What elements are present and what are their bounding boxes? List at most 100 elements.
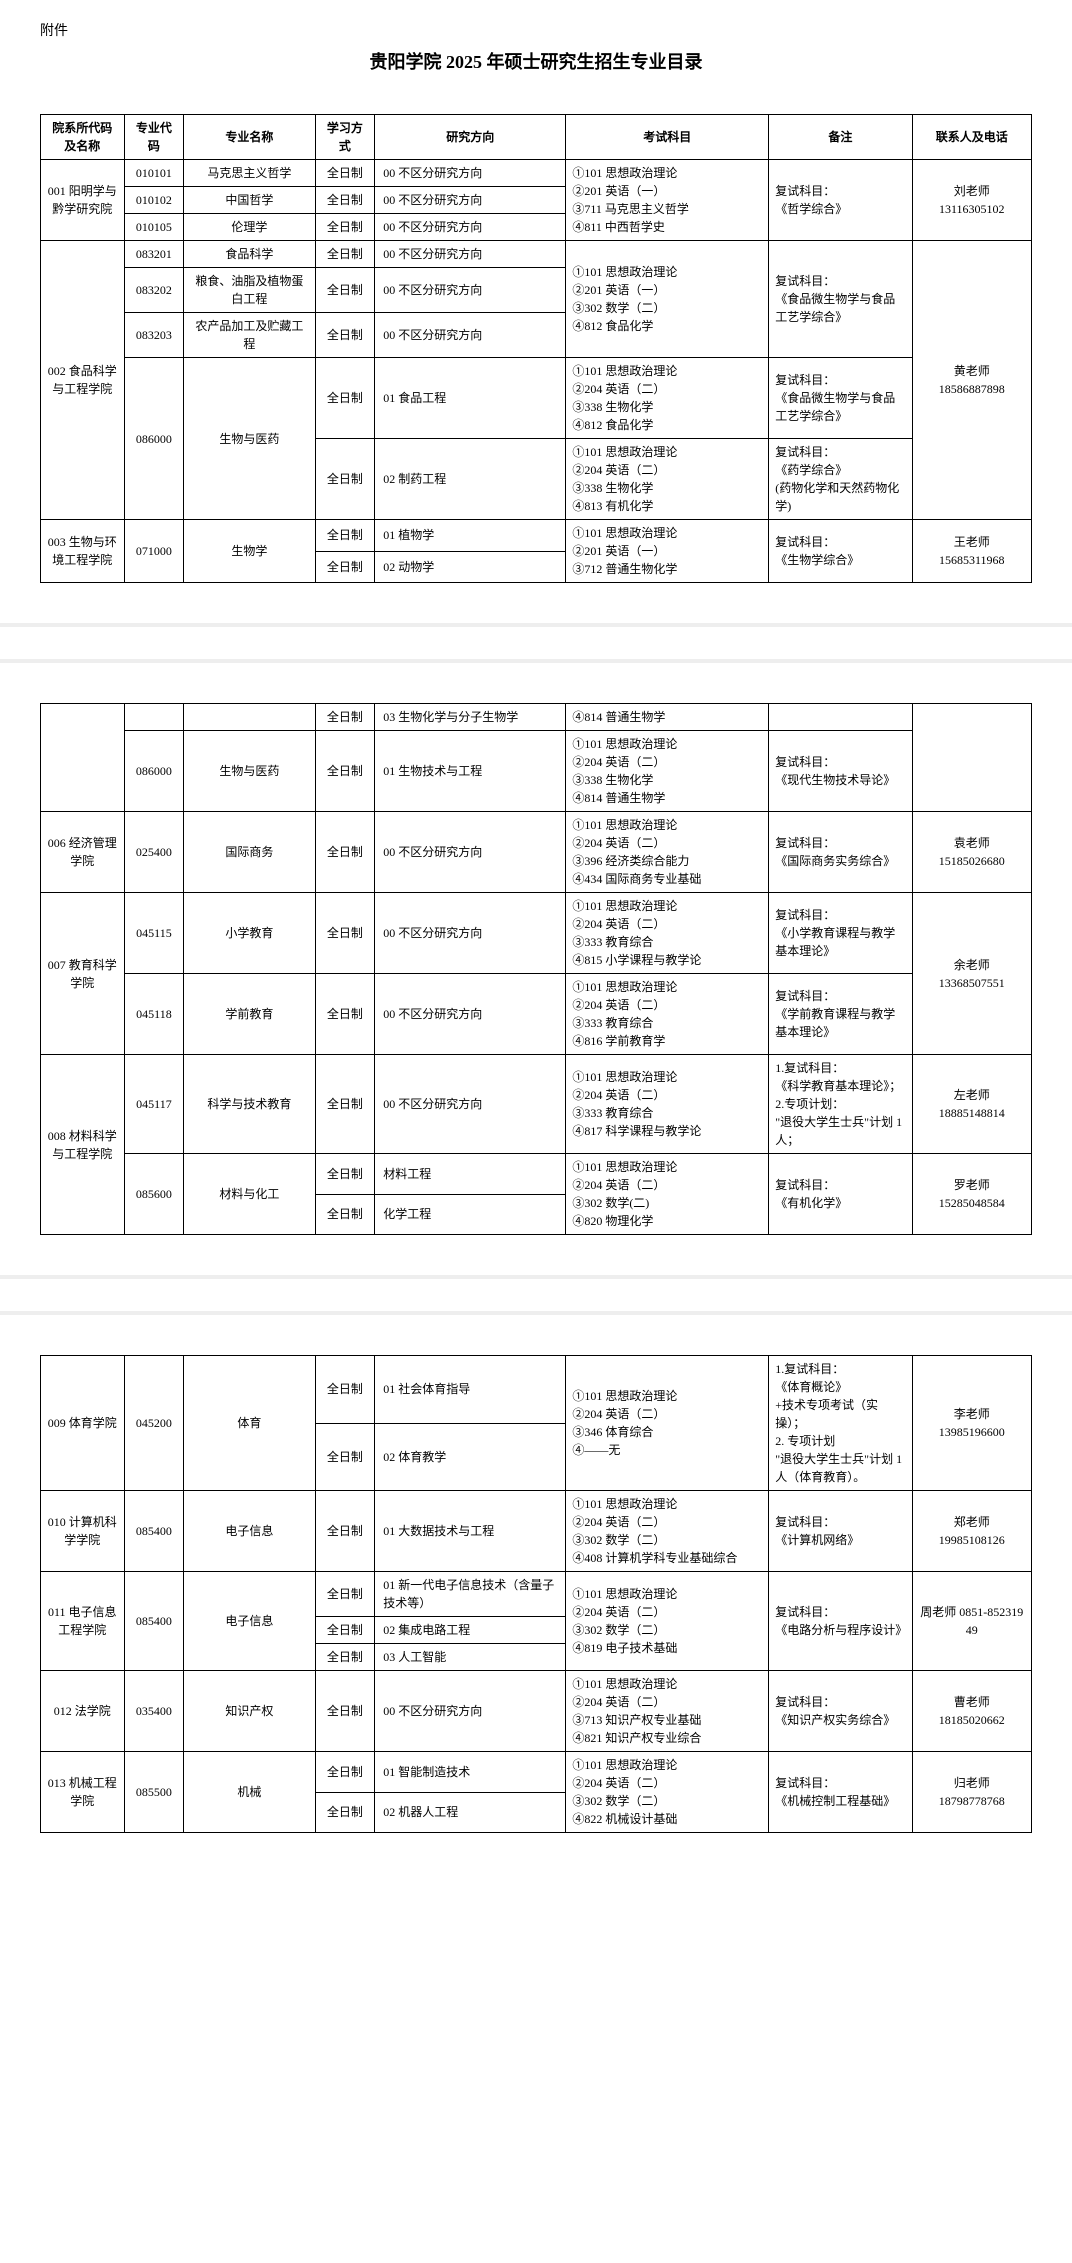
dir-cell: 00 不区分研究方向: [375, 812, 566, 893]
col-note: 备注: [769, 115, 912, 160]
contact-cell: 余老师13368507551: [912, 893, 1031, 1055]
major-cell: 体育: [184, 1356, 315, 1491]
dir-cell: 01 植物学: [375, 520, 566, 552]
mode-cell: 全日制: [315, 1194, 375, 1235]
page-break: [40, 1235, 1032, 1355]
dept-cell: 011 电子信息工程学院: [41, 1572, 125, 1671]
mode-cell: 全日制: [315, 704, 375, 731]
code-cell: 035400: [124, 1671, 184, 1752]
table-row: 003 生物与环境工程学院 071000 生物学 全日制 01 植物学 ①101…: [41, 520, 1032, 552]
major-cell: 学前教育: [184, 974, 315, 1055]
col-contact: 联系人及电话: [912, 115, 1031, 160]
col-major: 专业名称: [184, 115, 315, 160]
contact-cell: 曹老师18185020662: [912, 1671, 1031, 1752]
note-cell: 复试科目：《食品微生物学与食品工艺学综合》: [769, 358, 912, 439]
exam-cell: ①101 思想政治理论②204 英语（二）③346 体育综合④——无: [566, 1356, 769, 1491]
contact-cell: 王老师15685311968: [912, 520, 1031, 583]
exam-cell: ①101 思想政治理论②201 英语（一）③712 普通生物化学: [566, 520, 769, 583]
contact-cell: 刘老师13116305102: [912, 160, 1031, 241]
table-row: 086000 生物与医药 全日制 01 食品工程 ①101 思想政治理论②204…: [41, 358, 1032, 439]
dept-cell: 003 生物与环境工程学院: [41, 520, 125, 583]
exam-cell: ①101 思想政治理论②204 英语（二）③338 生物化学④813 有机化学: [566, 439, 769, 520]
table-row: 010 计算机科学学院 085400 电子信息 全日制 01 大数据技术与工程 …: [41, 1491, 1032, 1572]
note-cell: 复试科目：《生物学综合》: [769, 520, 912, 583]
code-cell: 086000: [124, 358, 184, 520]
exam-cell: ①101 思想政治理论②204 英语（二）③338 生物化学④814 普通生物学: [566, 731, 769, 812]
dir-cell: 01 生物技术与工程: [375, 731, 566, 812]
dir-cell: 00 不区分研究方向: [375, 1671, 566, 1752]
mode-cell: 全日制: [315, 1752, 375, 1793]
note-cell: 复试科目：《小学教育课程与教学基本理论》: [769, 893, 912, 974]
code-cell: 025400: [124, 812, 184, 893]
dir-cell: 00 不区分研究方向: [375, 214, 566, 241]
code-cell: 045117: [124, 1055, 184, 1154]
dir-cell: 01 智能制造技术: [375, 1752, 566, 1793]
dir-cell: 01 食品工程: [375, 358, 566, 439]
dir-cell: 02 集成电路工程: [375, 1617, 566, 1644]
catalog-table-3: 009 体育学院 045200 体育 全日制 01 社会体育指导 ①101 思想…: [40, 1355, 1032, 1833]
major-cell: 小学教育: [184, 893, 315, 974]
contact-cell: 袁老师15185026680: [912, 812, 1031, 893]
mode-cell: 全日制: [315, 358, 375, 439]
mode-cell: 全日制: [315, 1644, 375, 1671]
code-cell: 083203: [124, 313, 184, 358]
exam-cell: ①101 思想政治理论②204 英语（二）③333 教育综合④815 小学课程与…: [566, 893, 769, 974]
major-cell: 粮食、油脂及植物蛋白工程: [184, 268, 315, 313]
dept-cell: 007 教育科学学院: [41, 893, 125, 1055]
dir-cell: 00 不区分研究方向: [375, 187, 566, 214]
code-cell: [124, 704, 184, 731]
major-cell: 生物学: [184, 520, 315, 583]
major-cell: 伦理学: [184, 214, 315, 241]
table-row: 009 体育学院 045200 体育 全日制 01 社会体育指导 ①101 思想…: [41, 1356, 1032, 1424]
dept-cell: 013 机械工程学院: [41, 1752, 125, 1833]
code-cell: 045115: [124, 893, 184, 974]
contact-cell: 李老师13985196600: [912, 1356, 1031, 1491]
col-exam: 考试科目: [566, 115, 769, 160]
code-cell: 083202: [124, 268, 184, 313]
major-cell: 电子信息: [184, 1491, 315, 1572]
code-cell: 085400: [124, 1491, 184, 1572]
mode-cell: 全日制: [315, 731, 375, 812]
dir-cell: 01 新一代电子信息技术（含量子技术等）: [375, 1572, 566, 1617]
mode-cell: 全日制: [315, 268, 375, 313]
note-cell: 复试科目：《机械控制工程基础》: [769, 1752, 912, 1833]
dept-cell: 002 食品科学与工程学院: [41, 241, 125, 520]
code-cell: 010101: [124, 160, 184, 187]
mode-cell: 全日制: [315, 893, 375, 974]
major-cell: 国际商务: [184, 812, 315, 893]
mode-cell: 全日制: [315, 974, 375, 1055]
code-cell: 083201: [124, 241, 184, 268]
table-row: 085600 材料与化工 全日制 材料工程 ①101 思想政治理论②204 英语…: [41, 1154, 1032, 1195]
dir-cell: 03 人工智能: [375, 1644, 566, 1671]
mode-cell: 全日制: [315, 551, 375, 583]
mode-cell: 全日制: [315, 1423, 375, 1491]
dir-cell: 02 动物学: [375, 551, 566, 583]
dir-cell: 00 不区分研究方向: [375, 268, 566, 313]
code-cell: 010105: [124, 214, 184, 241]
exam-cell: ①101 思想政治理论②204 英语（二）③302 数学（二）④408 计算机学…: [566, 1491, 769, 1572]
exam-cell: ①101 思想政治理论②204 英语（二）③333 教育综合④816 学前教育学: [566, 974, 769, 1055]
mode-cell: 全日制: [315, 1154, 375, 1195]
dept-cell: 009 体育学院: [41, 1356, 125, 1491]
major-cell: 材料与化工: [184, 1154, 315, 1235]
catalog-table-2: 全日制 03 生物化学与分子生物学 ④814 普通生物学 086000 生物与医…: [40, 703, 1032, 1235]
note-cell: 复试科目：《药学综合》(药物化学和天然药物化学): [769, 439, 912, 520]
dir-cell: 02 机器人工程: [375, 1792, 566, 1833]
dir-cell: 02 体育教学: [375, 1423, 566, 1491]
code-cell: 085500: [124, 1752, 184, 1833]
note-cell: 复试科目：《哲学综合》: [769, 160, 912, 241]
note-cell: 复试科目：《有机化学》: [769, 1154, 912, 1235]
dir-cell: 01 大数据技术与工程: [375, 1491, 566, 1572]
dir-cell: 00 不区分研究方向: [375, 974, 566, 1055]
table-row: 086000 生物与医药 全日制 01 生物技术与工程 ①101 思想政治理论②…: [41, 731, 1032, 812]
contact-cell: 周老师 0851-85231949: [912, 1572, 1031, 1671]
exam-cell: ①101 思想政治理论②204 英语（二）③302 数学(二)④820 物理化学: [566, 1154, 769, 1235]
major-cell: 机械: [184, 1752, 315, 1833]
mode-cell: 全日制: [315, 1671, 375, 1752]
mode-cell: 全日制: [315, 1055, 375, 1154]
mode-cell: 全日制: [315, 1617, 375, 1644]
dir-cell: 02 制药工程: [375, 439, 566, 520]
table-row: 045118 学前教育 全日制 00 不区分研究方向 ①101 思想政治理论②2…: [41, 974, 1032, 1055]
exam-cell: ④814 普通生物学: [566, 704, 769, 731]
note-cell: [769, 704, 912, 731]
